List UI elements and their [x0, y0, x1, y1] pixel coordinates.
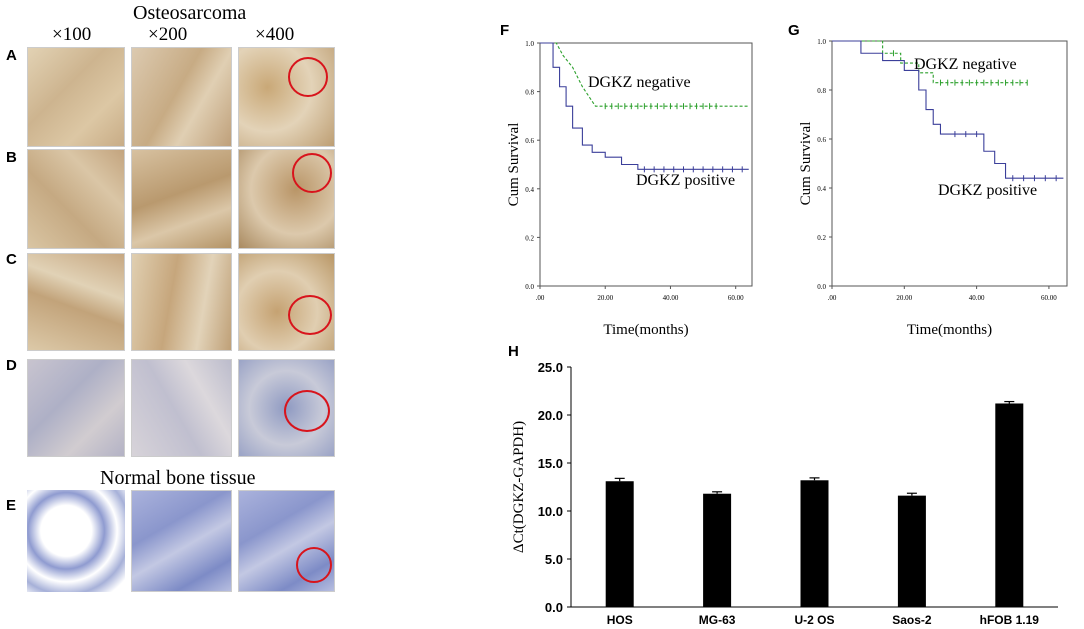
- category-label: U-2 OS: [794, 613, 834, 627]
- ihc-image-c-200: [131, 253, 232, 351]
- red-circle-a: [288, 57, 328, 97]
- y-tick-label: 1.0: [817, 38, 826, 46]
- annotation-dgkz-positive: DGKZ positive: [636, 172, 735, 189]
- category-label: hFOB 1.19: [980, 613, 1040, 627]
- x-tick-label: .00: [536, 294, 545, 302]
- y-tick-label: 5.0: [545, 552, 563, 567]
- x-axis-label: Time(months): [907, 322, 992, 338]
- y-tick-label: 0.2: [817, 234, 826, 242]
- y-tick-label: 10.0: [538, 504, 563, 519]
- category-label: Saos-2: [892, 613, 932, 627]
- survival-chart-g: 0.0 0.2 0.4 0.6 0.8 1.0 .00 20.00 40.00 60.00 Time…: [798, 38, 1068, 338]
- y-tick-label: 0.6: [525, 137, 534, 145]
- annotation-dgkz-negative: DGKZ negative: [914, 56, 1017, 73]
- red-circle-b: [292, 153, 332, 193]
- dgkz-positive-curve: [540, 42, 749, 170]
- y-tick-label: 0.0: [545, 600, 563, 615]
- panel-letter-f: F: [500, 22, 510, 39]
- y-tick-label: 0.0: [817, 283, 826, 291]
- bar: [800, 480, 829, 607]
- dgkz-positive-curve: [832, 40, 1064, 179]
- bar: [605, 481, 634, 607]
- x-tick-label: 20.00: [597, 294, 613, 302]
- magnification-label-200: ×200: [148, 24, 188, 45]
- bar: [897, 495, 926, 607]
- x-tick-label: .00: [828, 294, 837, 302]
- x-tick-label: 40.00: [969, 294, 985, 302]
- annotation-dgkz-negative: DGKZ negative: [588, 74, 691, 91]
- y-tick-label: 0.2: [525, 234, 534, 242]
- y-axis-label: ΔCt(DGKZ-GAPDH): [511, 421, 527, 553]
- y-tick-label: 0.6: [817, 136, 826, 144]
- ihc-image-d-200: [131, 359, 232, 457]
- row-letter-b: B: [6, 149, 17, 166]
- normal-bone-tissue-label: Normal bone tissue: [100, 467, 256, 489]
- y-tick-label: 15.0: [538, 456, 563, 471]
- x-tick-label: 40.00: [663, 294, 679, 302]
- x-tick-label: 60.00: [728, 294, 744, 302]
- survival-chart-f: 0.0 0.2 0.4 0.6 0.8 1.0 .00 20.00 40.00 60.00 Time…: [506, 40, 753, 338]
- row-letter-d: D: [6, 357, 17, 374]
- bar: [995, 403, 1024, 607]
- bar-chart-h: 0.0 5.0 10.0 15.0 20.0 25.0 ΔCt(DGKZ-GAPDH) HOS…: [511, 360, 1058, 627]
- row-letter-c: C: [6, 251, 17, 268]
- magnification-label-100: ×100: [52, 24, 92, 45]
- category-label: HOS: [607, 613, 633, 627]
- y-tick-label: 0.4: [525, 186, 534, 194]
- y-tick-label: 0.8: [525, 89, 534, 97]
- ihc-image-a-200: [131, 47, 232, 147]
- ihc-image-e-100: [27, 490, 125, 592]
- ihc-image-b-100: [27, 149, 125, 249]
- y-tick-label: 20.0: [538, 408, 563, 423]
- y-tick-label: 0.4: [817, 185, 826, 193]
- dgkz-negative-curve: [540, 42, 749, 107]
- red-circle-e: [296, 547, 332, 583]
- row-letter-e: E: [6, 497, 17, 514]
- ihc-image-b-200: [131, 149, 232, 249]
- category-label: MG-63: [699, 613, 736, 627]
- ihc-image-c-100: [27, 253, 125, 351]
- y-tick-label: 0.0: [525, 283, 534, 291]
- ihc-image-a-100: [27, 47, 125, 147]
- y-axis-label: Cum Survival: [798, 122, 814, 206]
- y-tick-label: 0.8: [817, 87, 826, 95]
- annotation-dgkz-positive: DGKZ positive: [938, 182, 1037, 199]
- ihc-image-d-100: [27, 359, 125, 457]
- x-axis-label: Time(months): [603, 322, 688, 338]
- plot-frame: [539, 42, 753, 287]
- row-letter-a: A: [6, 47, 17, 64]
- y-tick-label: 25.0: [538, 360, 563, 375]
- y-tick-label: 1.0: [525, 40, 534, 48]
- red-circle-c: [288, 295, 332, 335]
- panel-letter-h: H: [508, 343, 519, 360]
- y-axis-label: Cum Survival: [506, 123, 522, 207]
- x-tick-label: 60.00: [1041, 294, 1057, 302]
- dgkz-negative-curve: [832, 40, 1028, 84]
- red-circle-d: [284, 390, 330, 432]
- ihc-image-e-200: [131, 490, 232, 592]
- panel-letter-g: G: [788, 22, 800, 39]
- osteosarcoma-header: Osteosarcoma: [133, 2, 247, 24]
- bar: [703, 493, 732, 607]
- plot-frame: [831, 40, 1068, 287]
- x-tick-label: 20.00: [896, 294, 912, 302]
- magnification-label-400: ×400: [255, 24, 295, 45]
